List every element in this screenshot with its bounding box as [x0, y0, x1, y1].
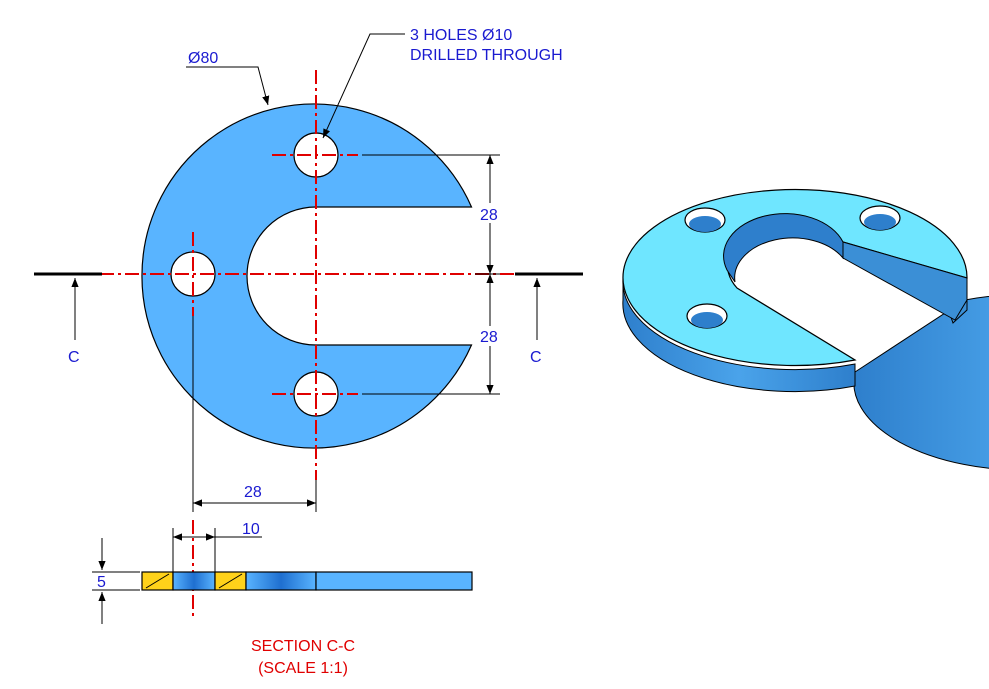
iso-outer-side [622, 277, 856, 393]
iso-hole-right-top-inner [864, 214, 896, 230]
isometric-view [622, 188, 989, 469]
holes-label-line2: DRILLED THROUGH [410, 47, 563, 64]
section-view: 10 5 SECTION C-C (SCALE 1:1) [92, 521, 473, 677]
dim-horizontal: 28 [244, 484, 262, 501]
dim-vertical-lower: 28 [480, 329, 498, 346]
dim-hole-width: 10 [242, 521, 260, 538]
section-label-right: C [530, 349, 542, 366]
section-slot-face [245, 571, 317, 591]
section-hole-face [172, 571, 216, 591]
holes-label-line1: 3 HOLES Ø10 [410, 27, 512, 44]
iso-slot-wall-right [842, 241, 968, 321]
dim-thickness: 5 [97, 574, 106, 591]
section-body-right [315, 571, 473, 591]
diameter-label: Ø80 [188, 50, 218, 67]
section-title: SECTION C-C [251, 638, 355, 655]
iso-hole-bottom-inner [691, 312, 723, 328]
section-scale: (SCALE 1:1) [258, 660, 348, 677]
front-view: C C Ø80 3 HOLES Ø10 DRILLED THROUGH 28 2… [34, 27, 583, 620]
section-label-left: C [68, 349, 80, 366]
iso-slot-wall [723, 213, 844, 283]
washer-outline [141, 103, 473, 449]
dim-vertical-upper: 28 [480, 207, 498, 224]
iso-hole-left-top-inner [689, 216, 721, 232]
iso-bottom-face [853, 295, 989, 469]
holes-leader [322, 33, 405, 139]
diameter-leader [186, 66, 270, 106]
